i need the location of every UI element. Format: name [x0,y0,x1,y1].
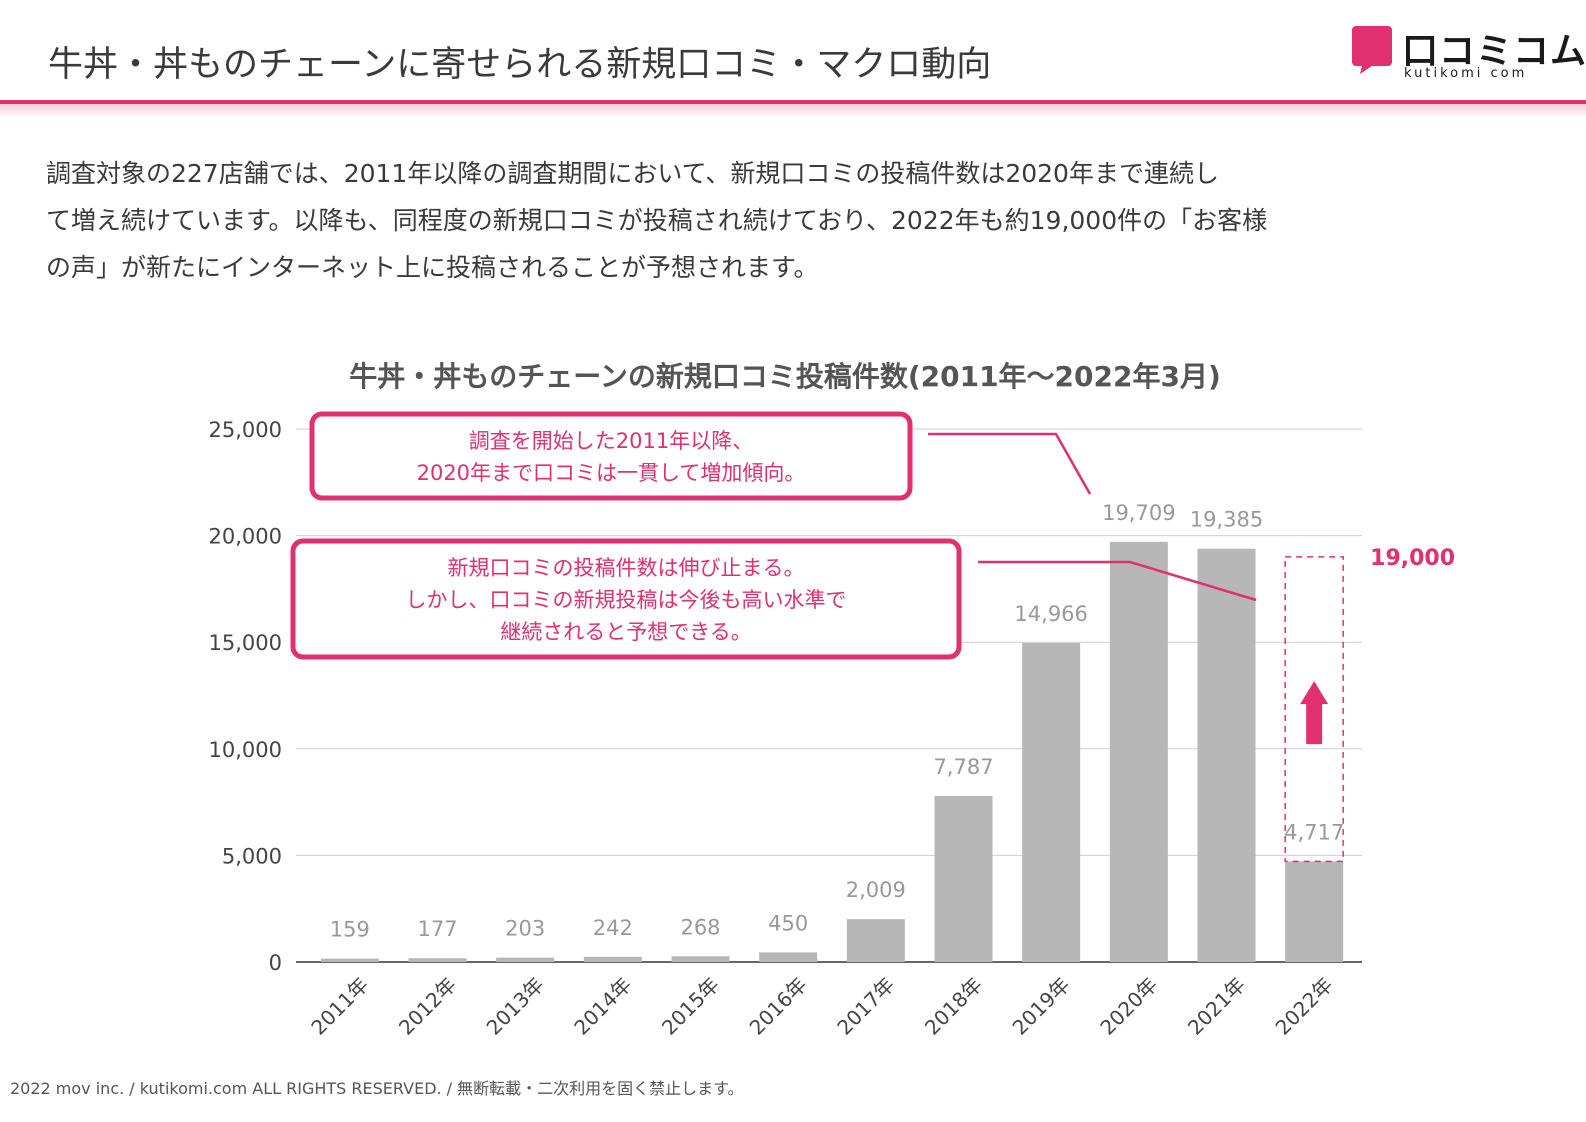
bar-2021年 [1197,548,1256,962]
bar-2015年 [671,956,730,962]
up-arrow-icon [1300,681,1329,745]
callout-connector [928,432,1092,495]
bar-2017年 [846,919,905,962]
callout-text: 新規口コミの投稿件数は伸び止まる。 [448,556,805,580]
bar-2022年 [1285,861,1344,962]
x-tick-label: 2018年 [920,973,987,1040]
header: 牛丼・丼ものチェーンに寄せられる新規口コミ・マクロ動向 口コミコム kutiko… [0,0,1586,104]
x-tick-label: 2022年 [1271,973,1338,1040]
callout-box [309,411,913,501]
y-tick-label: 10,000 [209,738,282,762]
x-tick-label: 2011年 [306,973,373,1040]
logo: 口コミコム kutikomi com [1352,22,1586,82]
data-label: 14,966 [1014,602,1087,626]
bar-2012年 [408,958,467,962]
bar-2014年 [583,956,642,962]
bar-2016年 [759,952,818,962]
intro-line: て増え続けています。以降も、同程度の新規口コミが投稿され続けており、2022年も… [46,206,1268,235]
y-tick-label: 20,000 [209,525,282,549]
intro-text: 調査対象の227店舗では、2011年以降の調査期間において、新規口コミの投稿件数… [46,150,1536,291]
x-tick-label: 2021年 [1183,973,1250,1040]
callout-text: しかし、口コミの新規投稿は今後も高い水準で [406,588,847,612]
y-tick-label: 0 [269,951,282,975]
bar-2018年 [934,795,993,962]
data-label: 19,385 [1190,508,1263,532]
x-tick-label: 2015年 [657,973,724,1040]
bar-chart: 牛丼・丼ものチェーンの新規口コミ投稿件数(2011年〜2022年3月) 0 5,00… [209,360,1456,1040]
header-rule [0,100,1586,104]
callout-text: 継続されると予想できる。 [500,620,752,644]
intro-line: 調査対象の227店舗では、2011年以降の調査期間において、新規口コミの投稿件数… [46,159,1219,188]
data-label: 159 [330,918,370,942]
forecast-label: 19,000 [1370,546,1455,571]
callout-text: 調査を開始した2011年以降、 [469,429,753,453]
x-tick-label: 2013年 [482,973,549,1040]
x-tick-label: 2020年 [1095,973,1162,1040]
chart-title: 牛丼・丼ものチェーンの新規口コミ投稿件数(2011年〜2022年3月) [349,360,1221,393]
data-label: 242 [593,916,633,940]
x-tick-label: 2014年 [569,973,636,1040]
bar-2020年 [1109,541,1168,962]
bar-2011年 [320,958,379,962]
data-label: 203 [505,917,545,941]
data-label: 7,787 [933,755,993,779]
header-rule-shadow [0,104,1586,118]
data-label: 2,009 [846,878,906,902]
x-tick-label: 2016年 [745,973,812,1040]
forecast-box [1284,556,1344,863]
logo-subtitle: kutikomi com [1404,66,1528,81]
y-tick-label: 15,000 [209,631,282,655]
y-tick-label: 5,000 [222,844,282,868]
footer-copyright: 2022 mov inc. / kutikomi.com ALL RIGHTS … [10,1079,744,1098]
bar-2013年 [496,957,555,962]
intro-line: の声」が新たにインターネット上に投稿されることが予想されます。 [46,253,819,282]
y-tick-label: 25,000 [209,418,282,442]
page-title: 牛丼・丼ものチェーンに寄せられる新規口コミ・マクロ動向 [48,45,992,85]
x-tick-label: 2019年 [1008,973,1075,1040]
bar-2019年 [1022,642,1081,962]
data-label: 450 [768,911,808,935]
data-label: 19,709 [1102,501,1175,525]
callout-box [290,538,962,660]
logo-name: 口コミコム [1402,31,1586,72]
callout-connector [978,560,1257,602]
x-tick-label: 2012年 [394,973,461,1040]
data-label: 4,717 [1284,820,1344,844]
speech-bubble-icon [1352,26,1392,74]
callout-text: 2020年まで口コミは一貫して増加傾向。 [417,461,806,485]
data-label: 268 [680,915,720,939]
data-label: 177 [417,917,457,941]
x-tick-label: 2017年 [832,973,899,1040]
